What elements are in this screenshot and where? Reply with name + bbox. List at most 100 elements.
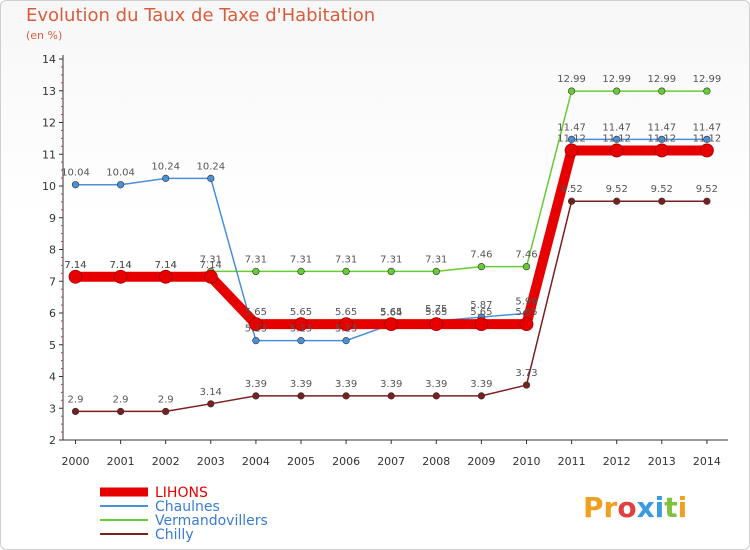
y-tick-label: 12 xyxy=(42,117,56,130)
series-line-lihons xyxy=(75,145,707,330)
x-tick-label: 2009 xyxy=(467,455,495,468)
data-label-chilly: 3.39 xyxy=(380,379,402,390)
data-label-lihons: 5.65 xyxy=(335,307,357,318)
data-point-chilly xyxy=(162,407,170,416)
data-label-chilly: 2.9 xyxy=(68,394,84,405)
y-tick-label: 4 xyxy=(49,371,56,384)
data-point-vermandovillers xyxy=(252,267,260,276)
data-label-chaulnes: 5.99 xyxy=(515,296,537,307)
y-tick-label: 3 xyxy=(49,402,56,415)
data-point-lihons xyxy=(609,143,624,158)
logo-letter: P xyxy=(583,491,604,524)
y-tick-label: 7 xyxy=(49,275,56,288)
data-label-chaulnes: 5.75 xyxy=(425,304,447,315)
data-label-chilly: 2.9 xyxy=(113,394,129,405)
data-point-chilly xyxy=(297,392,305,400)
data-label-lihons: 5.65 xyxy=(290,307,312,318)
data-label-lihons: 7.14 xyxy=(64,260,86,271)
data-label-lihons: 11.12 xyxy=(693,133,722,144)
data-label-chaulnes: 5.13 xyxy=(245,324,267,335)
y-tick-label: 5 xyxy=(49,339,56,352)
legend-label-chilly: Chilly xyxy=(155,527,194,543)
data-point-lihons xyxy=(564,143,579,158)
data-point-lihons xyxy=(519,317,534,332)
y-tick-label: 11 xyxy=(42,148,56,161)
logo-letter: t xyxy=(664,491,677,524)
data-label-lihons: 11.12 xyxy=(557,133,586,144)
data-point-vermandovillers xyxy=(703,87,711,95)
data-point-lihons xyxy=(113,269,128,284)
data-label-vermandovillers: 7.31 xyxy=(425,254,447,265)
logo-letter: r xyxy=(604,491,618,524)
data-label-vermandovillers: 7.46 xyxy=(470,250,492,261)
data-point-chaulnes xyxy=(613,135,621,143)
data-point-chaulnes xyxy=(207,174,215,182)
data-label-lihons: 7.14 xyxy=(200,260,222,271)
data-point-lihons xyxy=(339,317,354,332)
x-tick-label: 2010 xyxy=(513,455,541,468)
data-point-chilly xyxy=(252,392,260,400)
data-point-chaulnes xyxy=(658,135,666,143)
data-point-chilly xyxy=(71,407,80,416)
data-label-vermandovillers: 7.31 xyxy=(290,254,312,265)
x-tick-label: 2013 xyxy=(648,455,676,468)
logo-letter: i xyxy=(655,491,665,524)
data-label-chilly: 9.52 xyxy=(606,184,628,195)
data-label-vermandovillers: 12.99 xyxy=(647,74,676,85)
data-point-lihons xyxy=(68,269,83,284)
data-point-lihons xyxy=(429,317,444,332)
data-point-vermandovillers xyxy=(477,263,486,271)
x-tick-label: 2011 xyxy=(558,455,586,468)
data-label-chilly: 9.52 xyxy=(651,184,673,195)
data-label-vermandovillers: 7.14 xyxy=(64,260,86,271)
data-label-lihons: 11.12 xyxy=(602,133,631,144)
data-label-vermandovillers: 7.31 xyxy=(200,254,222,265)
data-label-chaulnes: 11.47 xyxy=(647,122,676,133)
data-label-lihons: 5.65 xyxy=(515,307,537,318)
data-label-vermandovillers: 12.99 xyxy=(693,74,722,85)
legend-label-lihons: LIHONS xyxy=(155,485,208,501)
data-point-lihons xyxy=(700,143,714,158)
y-tick-label: 13 xyxy=(42,85,56,98)
data-label-chaulnes: 5.87 xyxy=(470,300,492,311)
data-point-chaulnes xyxy=(703,135,711,143)
data-point-vermandovillers xyxy=(297,267,305,276)
data-point-vermandovillers xyxy=(432,267,440,276)
legend-label-chaulnes: Chaulnes xyxy=(155,499,220,515)
data-label-lihons: 7.14 xyxy=(109,260,131,271)
data-point-lihons xyxy=(248,317,263,332)
data-label-vermandovillers: 7.31 xyxy=(380,254,402,265)
data-label-vermandovillers: 12.99 xyxy=(602,74,631,85)
data-point-chaulnes xyxy=(71,181,80,189)
logo-letter: o xyxy=(617,491,636,524)
data-point-chilly xyxy=(432,392,440,400)
data-label-chilly: 9.52 xyxy=(560,184,582,195)
x-tick-label: 2000 xyxy=(62,455,90,468)
data-point-chilly xyxy=(116,407,125,416)
data-point-chaulnes xyxy=(252,337,260,345)
data-label-chaulnes: 5.13 xyxy=(335,324,357,335)
data-point-vermandovillers xyxy=(522,263,531,271)
data-point-chilly xyxy=(387,392,395,400)
data-label-chilly: 3.39 xyxy=(245,379,267,390)
data-label-chilly: 3.14 xyxy=(200,387,222,398)
data-point-lihons xyxy=(654,143,669,158)
data-label-chaulnes: 10.04 xyxy=(106,168,135,179)
legend-label-vermandovillers: Vermandovillers xyxy=(155,513,268,529)
y-tick-label: 2 xyxy=(49,434,56,447)
logo-letter: i xyxy=(678,491,688,524)
data-label-chilly: 3.39 xyxy=(425,379,447,390)
x-tick-label: 2014 xyxy=(693,455,721,468)
data-point-chilly xyxy=(567,197,576,205)
data-label-chaulnes: 10.24 xyxy=(151,161,180,172)
data-label-vermandovillers: 7.14 xyxy=(155,260,177,271)
data-point-vermandovillers xyxy=(567,87,576,95)
data-label-chaulnes: 11.47 xyxy=(557,122,586,133)
data-label-vermandovillers: 7.14 xyxy=(109,260,131,271)
series-chilly xyxy=(71,197,711,416)
data-label-lihons: 7.14 xyxy=(155,260,177,271)
data-point-lihons xyxy=(203,269,218,284)
data-point-chaulnes xyxy=(567,135,576,143)
data-point-chaulnes xyxy=(116,181,125,189)
